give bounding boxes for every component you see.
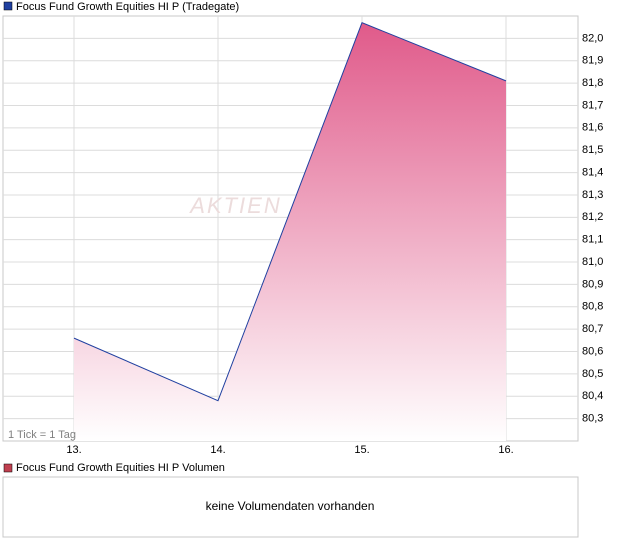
x-tick-label: 15.: [354, 444, 369, 456]
y-tick-label: 81,6: [582, 122, 603, 134]
y-tick-label: 80,7: [582, 323, 603, 335]
y-tick-label: 81,4: [582, 166, 603, 178]
volume-panel: [2, 476, 579, 538]
annotation: 1 Tick = 1 Tag: [8, 429, 76, 441]
y-tick-label: 81,9: [582, 55, 603, 67]
legend-label: Focus Fund Growth Equities HI P (Tradega…: [16, 1, 239, 13]
area: [74, 22, 506, 442]
watermark: AKTIEN: [188, 193, 281, 218]
y-tick-label: 81,8: [582, 77, 603, 89]
volume-message: keine Volumendaten vorhanden: [206, 499, 375, 513]
volume-title: Focus Fund Growth Equities HI P Volumen: [16, 462, 225, 474]
legend-swatch: [3, 463, 13, 473]
y-tick-label: 81,7: [582, 99, 603, 111]
x-tick-label: 14.: [210, 444, 225, 456]
legend-swatch: [3, 1, 13, 11]
y-tick-label: 80,4: [582, 390, 603, 402]
line: [73, 22, 507, 402]
x-tick-label: 16.: [498, 444, 513, 456]
y-tick-label: 80,5: [582, 368, 603, 380]
y-tick-label: 81,0: [582, 256, 603, 268]
y-tick-label: 81,5: [582, 144, 603, 156]
y-tick-label: 81,2: [582, 211, 603, 223]
y-tick-label: 80,9: [582, 278, 603, 290]
y-tick-label: 81,3: [582, 189, 603, 201]
x-tick-label: 13.: [66, 444, 81, 456]
y-tick-label: 81,1: [582, 234, 603, 246]
y-tick-label: 80,6: [582, 345, 603, 357]
y-tick-label: 80,3: [582, 413, 603, 425]
y-tick-label: 82,0: [582, 32, 603, 44]
y-tick-label: 80,8: [582, 301, 603, 313]
